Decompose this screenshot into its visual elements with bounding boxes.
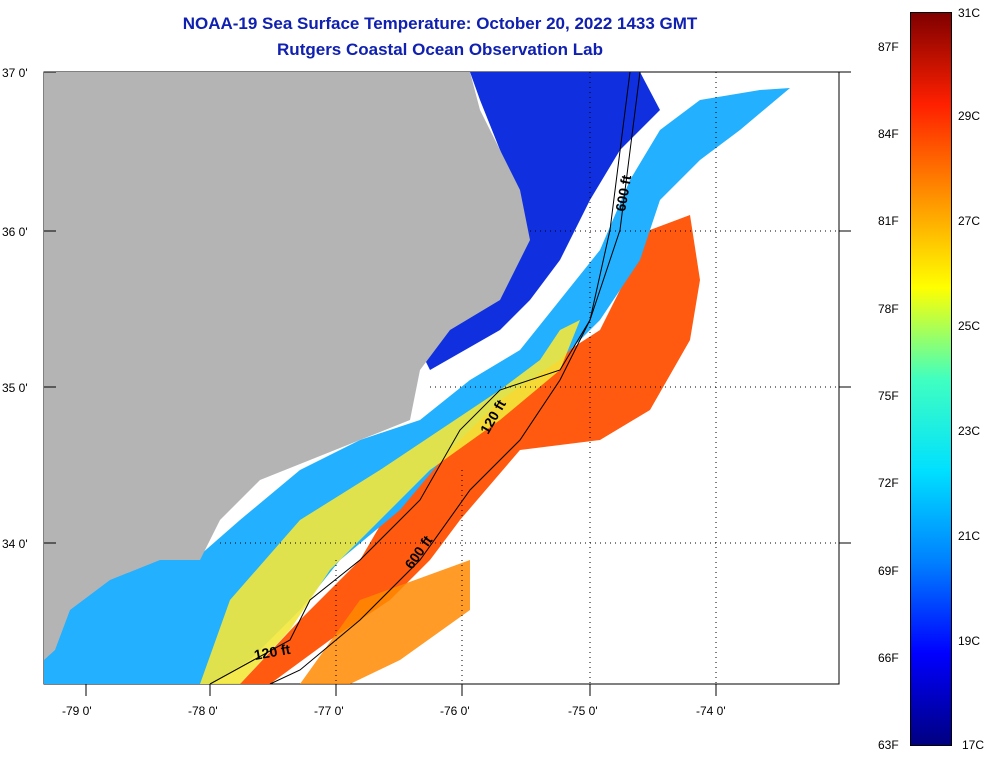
lon-label-75: -75 0' xyxy=(568,704,598,718)
c-label-27: 27C xyxy=(958,214,981,228)
c-label-19: 19C xyxy=(958,634,981,648)
transition-water xyxy=(200,320,580,684)
lat-label-36: 36 0' xyxy=(2,225,28,239)
isobath-600ft xyxy=(269,71,641,685)
sst-map: 600 ft 120 ft 120 ft 600 ft xyxy=(43,71,851,696)
axis-ticks xyxy=(44,71,851,696)
f-label-66: 66F xyxy=(878,651,899,665)
c-label-21: 21C xyxy=(958,529,981,543)
lat-lon-grid xyxy=(220,72,839,684)
coastal-cool-water xyxy=(44,88,790,684)
f-label-72: 72F xyxy=(878,476,899,490)
c-label-31: 31C xyxy=(958,6,981,20)
lat-label-37: 37 0' xyxy=(2,66,28,80)
f-label-84: 84F xyxy=(878,127,899,141)
c-label-17: 17C xyxy=(962,738,985,752)
c-label-23: 23C xyxy=(958,424,981,438)
land-mass xyxy=(44,72,530,660)
lat-label-34: 34 0' xyxy=(2,537,28,551)
map-title: NOAA-19 Sea Surface Temperature: October… xyxy=(182,14,698,33)
c-label-25: 25C xyxy=(958,319,981,333)
gulf-stream-warm xyxy=(240,215,700,684)
f-label-87: 87F xyxy=(878,40,899,54)
lon-label-74: -74 0' xyxy=(696,704,726,718)
gulf-stream-patch xyxy=(300,560,470,684)
f-label-69: 69F xyxy=(878,564,899,578)
map-subtitle: Rutgers Coastal Ocean Observation Lab xyxy=(277,40,603,59)
f-label-63: 63F xyxy=(878,738,899,752)
f-label-75: 75F xyxy=(878,389,899,403)
isobath-label-1: 600 ft xyxy=(612,173,634,212)
f-label-78: 78F xyxy=(878,302,899,316)
isobath-label-3: 120 ft xyxy=(253,641,292,663)
lat-label-35: 35 0' xyxy=(2,381,28,395)
lon-label-76: -76 0' xyxy=(440,704,470,718)
lon-label-79: -79 0' xyxy=(62,704,92,718)
lon-label-78: -78 0' xyxy=(188,704,218,718)
isobath-120ft xyxy=(209,71,631,685)
c-label-29: 29C xyxy=(958,109,981,123)
lon-label-77: -77 0' xyxy=(314,704,344,718)
temperature-colorbar xyxy=(910,12,952,746)
f-label-81: 81F xyxy=(878,214,899,228)
